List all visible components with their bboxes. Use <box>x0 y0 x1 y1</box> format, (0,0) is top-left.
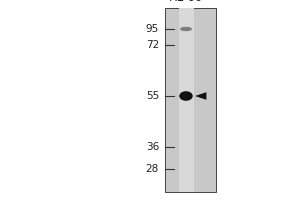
Bar <box>178 8 194 192</box>
Ellipse shape <box>179 91 193 101</box>
Text: 36: 36 <box>146 142 159 152</box>
Text: 95: 95 <box>146 24 159 34</box>
Ellipse shape <box>180 27 192 31</box>
Text: 72: 72 <box>146 40 159 50</box>
Bar <box>165 8 216 192</box>
Text: HL-60: HL-60 <box>169 0 203 4</box>
Polygon shape <box>195 92 206 100</box>
Text: 55: 55 <box>146 91 159 101</box>
Text: 28: 28 <box>146 164 159 174</box>
